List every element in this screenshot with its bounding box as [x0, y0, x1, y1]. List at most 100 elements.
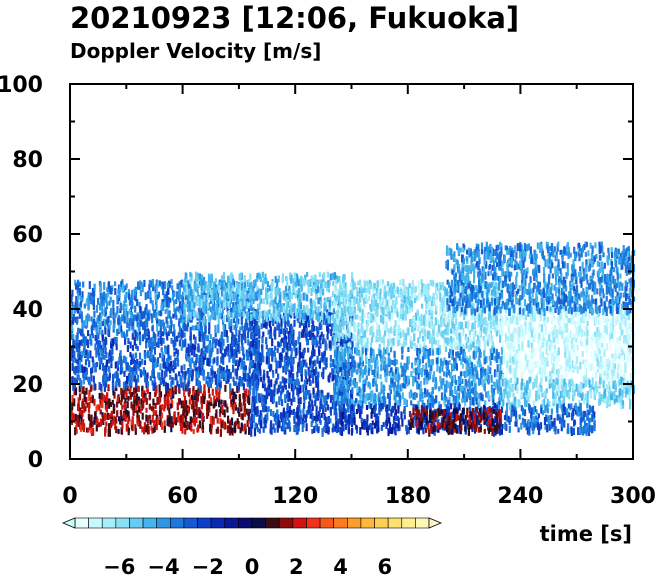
velocity-cell — [145, 425, 148, 433]
velocity-cell — [458, 303, 461, 310]
velocity-cell — [470, 315, 473, 321]
velocity-cell — [138, 406, 141, 413]
velocity-cell — [317, 371, 320, 378]
velocity-cell — [355, 294, 358, 300]
velocity-cell — [175, 299, 178, 304]
velocity-cell — [286, 342, 289, 351]
velocity-cell — [323, 303, 326, 312]
velocity-cell — [485, 391, 488, 398]
velocity-cell — [408, 308, 411, 314]
velocity-cell — [461, 343, 465, 350]
velocity-cell — [204, 325, 207, 334]
velocity-cell — [186, 303, 189, 312]
velocity-cell — [342, 275, 345, 284]
velocity-cell — [350, 291, 353, 297]
velocity-cell — [216, 348, 219, 355]
velocity-cell — [411, 340, 414, 347]
velocity-cell — [135, 378, 138, 384]
velocity-cell — [227, 315, 230, 323]
velocity-cell — [81, 412, 84, 417]
velocity-cell — [152, 354, 155, 363]
velocity-cell — [346, 306, 349, 312]
velocity-cell — [244, 423, 247, 431]
velocity-cell — [147, 426, 150, 435]
velocity-cell — [333, 318, 337, 327]
velocity-cell — [189, 358, 192, 365]
velocity-cell — [280, 426, 283, 432]
chart-title: 20210923 [12:06, Fukuoka] — [70, 1, 519, 35]
velocity-cell — [91, 396, 94, 404]
velocity-cell — [430, 359, 433, 368]
velocity-cell — [94, 367, 97, 373]
velocity-cell — [160, 305, 163, 312]
velocity-cell — [399, 328, 402, 336]
velocity-cell — [209, 299, 212, 304]
velocity-cell — [305, 362, 308, 368]
velocity-cell — [186, 280, 189, 289]
velocity-cell — [351, 340, 354, 348]
velocity-cell — [467, 336, 470, 343]
velocity-cell — [235, 374, 238, 380]
velocity-cell — [173, 290, 176, 297]
velocity-cell — [332, 303, 335, 309]
velocity-cell — [477, 321, 480, 327]
velocity-cell — [360, 337, 363, 345]
velocity-cell — [113, 415, 116, 421]
velocity-cell — [350, 282, 353, 288]
velocity-cell — [169, 364, 172, 371]
velocity-cell — [145, 340, 148, 349]
velocity-cell — [186, 410, 189, 416]
velocity-cell — [74, 357, 77, 363]
velocity-cell — [128, 373, 131, 382]
velocity-cell — [355, 297, 358, 304]
velocity-cell — [416, 344, 419, 350]
velocity-cell — [101, 393, 105, 401]
velocity-cell — [249, 341, 252, 348]
velocity-cell — [487, 340, 490, 347]
velocity-cell — [421, 289, 424, 298]
velocity-cell — [79, 409, 82, 415]
velocity-cell — [288, 406, 292, 411]
velocity-cell — [341, 333, 344, 340]
velocity-cell — [206, 408, 209, 417]
velocity-cell — [251, 332, 254, 340]
velocity-cell — [344, 330, 347, 337]
velocity-cell — [297, 293, 300, 301]
velocity-cell — [81, 320, 84, 329]
velocity-cell — [241, 297, 244, 303]
velocity-cell — [225, 330, 228, 338]
velocity-cell — [352, 334, 355, 342]
velocity-cell — [491, 346, 494, 354]
velocity-cell — [87, 314, 90, 322]
velocity-cell — [312, 360, 315, 366]
velocity-cell — [109, 285, 112, 294]
velocity-cell — [253, 334, 256, 343]
velocity-cell — [369, 303, 372, 310]
velocity-cell — [321, 404, 324, 410]
velocity-cell — [161, 351, 164, 358]
velocity-cell — [336, 329, 339, 338]
velocity-cell — [350, 302, 353, 311]
velocity-cell — [173, 412, 176, 421]
velocity-cell — [163, 397, 166, 403]
velocity-cell — [479, 378, 482, 385]
velocity-cell — [240, 413, 243, 420]
velocity-cell — [220, 366, 223, 374]
velocity-cell — [123, 370, 126, 377]
velocity-cell — [216, 417, 219, 424]
velocity-cell — [331, 427, 334, 433]
velocity-cell — [162, 356, 165, 363]
velocity-cell — [360, 289, 364, 298]
velocity-cell — [213, 395, 216, 402]
velocity-cell — [426, 349, 429, 357]
velocity-cell — [122, 381, 126, 390]
velocity-cell — [229, 383, 232, 392]
velocity-cell — [475, 391, 478, 399]
velocity-cell — [115, 336, 118, 343]
velocity-cell — [219, 346, 223, 353]
velocity-cell — [195, 393, 198, 401]
velocity-cell — [131, 367, 134, 373]
velocity-cell — [118, 296, 121, 301]
velocity-cell — [405, 298, 408, 305]
velocity-cell — [226, 304, 229, 313]
